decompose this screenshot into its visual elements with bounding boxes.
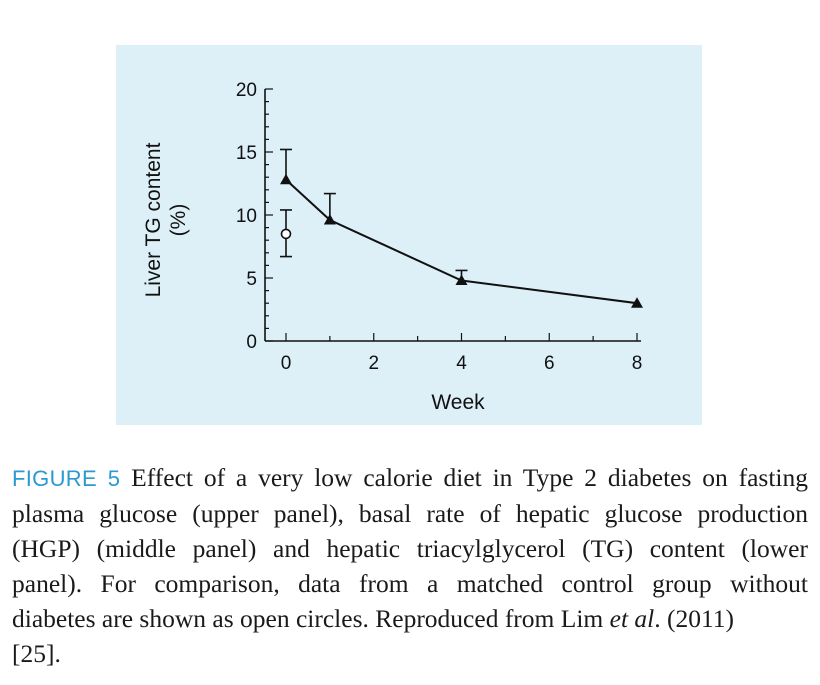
triangle-marker (280, 173, 292, 185)
caption-text-1: Effect of a very low calorie diet in Typ… (131, 463, 808, 492)
caption-line-1: FIGURE 5 Effect of a very low calorie di… (12, 460, 808, 496)
caption-line-6: [25]. (12, 639, 61, 668)
caption-line-2: plasma glucose (upper panel), basal rate… (12, 499, 808, 528)
caption-line-4: panel). For comparison, data from a matc… (12, 569, 808, 598)
figure-label: FIGURE 5 (12, 466, 121, 491)
open-circle-marker (280, 228, 292, 240)
caption-line-3: (HGP) (middle panel) and hepatic triacyl… (12, 534, 808, 563)
caption-text-5c: . (2011) (654, 604, 735, 633)
caption-text-5a: diabetes are shown as open circles. Repr… (12, 604, 610, 633)
y-tick-label: 5 (246, 269, 257, 290)
y-tick-label: 10 (236, 206, 257, 227)
plot-panel: 0 5 10 15 20 0 2 4 6 8 Liver TG content (%) Week (116, 45, 702, 425)
caption-line-5: diabetes are shown as open circles. Repr… (12, 601, 808, 636)
x-tick-label: 6 (544, 353, 555, 374)
figure-caption: FIGURE 5 Effect of a very low calorie di… (12, 460, 808, 671)
caption-text-5b: et al (609, 604, 655, 633)
series-line (285, 178, 638, 305)
y-axis-label-line2: (%) (167, 204, 190, 237)
y-tick-label: 15 (236, 143, 257, 164)
x-tick-label: 4 (456, 353, 467, 374)
triangle-marker (455, 274, 468, 286)
y-tick-label: 0 (246, 332, 257, 353)
liver-tg-chart: 0 5 10 15 20 0 2 4 6 8 Liver TG content (%) Week (142, 80, 643, 414)
x-tick-label: 2 (368, 353, 379, 374)
triangle-marker (323, 214, 336, 225)
y-tick-label: 20 (236, 80, 257, 101)
triangle-marker (631, 297, 643, 308)
y-axis-label-line1: Liver TG content (142, 142, 165, 297)
x-tick-label: 0 (281, 353, 292, 374)
x-axis-label: Week (431, 391, 485, 414)
x-tick-label: 8 (632, 353, 643, 374)
